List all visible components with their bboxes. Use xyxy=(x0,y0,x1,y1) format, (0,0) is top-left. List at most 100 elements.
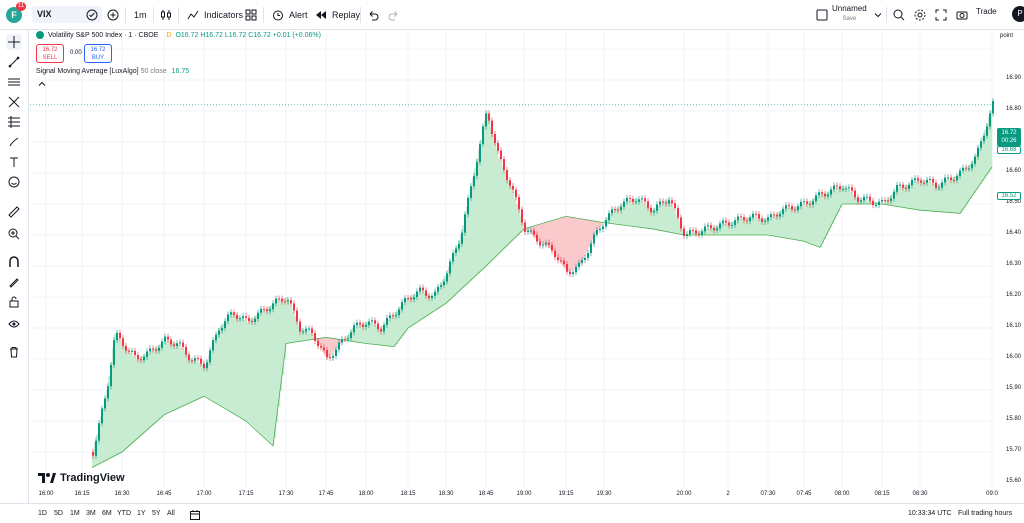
trade-button[interactable]: Trade xyxy=(976,7,997,16)
fill-band xyxy=(216,333,219,404)
range-button-6m[interactable]: 6M xyxy=(102,510,112,517)
candle-body xyxy=(374,320,376,324)
sell-button[interactable]: 16.72 SELL xyxy=(36,44,64,63)
fill-band xyxy=(132,355,135,444)
undo-icon[interactable] xyxy=(367,6,379,23)
trend-line-icon[interactable] xyxy=(6,54,22,70)
candle-body xyxy=(476,161,478,176)
fill-band xyxy=(150,351,153,428)
layout-save-label: Save xyxy=(842,16,857,22)
layouts-icon[interactable] xyxy=(245,6,257,23)
fill-band xyxy=(954,176,957,213)
range-button-3m[interactable]: 3M xyxy=(86,510,96,517)
collapse-legend-icon[interactable] xyxy=(38,80,50,90)
fill-band xyxy=(986,123,989,176)
candle-body xyxy=(455,248,457,253)
pattern-icon[interactable] xyxy=(6,94,22,110)
quick-search-icon[interactable] xyxy=(893,6,905,23)
brush-icon[interactable] xyxy=(6,134,22,150)
redo-icon[interactable] xyxy=(388,6,400,23)
candle-body xyxy=(932,178,934,183)
candle-body xyxy=(149,348,151,352)
candle-body xyxy=(884,200,886,202)
fill-band xyxy=(594,220,597,237)
emoji-icon[interactable] xyxy=(6,174,22,190)
candle-body xyxy=(146,351,148,357)
candle-body xyxy=(533,230,535,235)
fill-band xyxy=(116,336,119,456)
lock-icon[interactable] xyxy=(6,294,22,310)
candle-body xyxy=(596,230,598,235)
candle-body xyxy=(620,206,622,211)
fill-band xyxy=(168,341,171,413)
fill-band xyxy=(232,312,235,413)
fill-band xyxy=(620,204,623,225)
layout-name-button[interactable]: Unnamed Save xyxy=(832,4,867,24)
fill-band xyxy=(848,190,851,204)
range-button-5y[interactable]: 5Y xyxy=(152,510,161,517)
candle-body xyxy=(443,281,445,286)
utc-clock[interactable]: 10:33:34 UTC xyxy=(908,510,952,517)
candle-body xyxy=(371,320,373,322)
candle-body xyxy=(125,345,127,351)
indicator-legend[interactable]: Signal Moving Average [LuxAlgo] 50 close… xyxy=(36,68,189,75)
add-symbol-icon[interactable] xyxy=(107,6,119,23)
price-axis[interactable]: 16.9016.8016.7016.6016.5016.4016.3016.20… xyxy=(995,30,1024,488)
fill-band xyxy=(802,204,805,241)
profile-button[interactable]: P xyxy=(1012,6,1024,22)
session-selector[interactable]: Full trading hours xyxy=(958,510,1013,517)
price-chart[interactable] xyxy=(30,30,995,488)
compare-icon[interactable] xyxy=(86,6,98,23)
range-button-1d[interactable]: 1D xyxy=(38,510,47,517)
range-button-1m[interactable]: 1M xyxy=(70,510,80,517)
symbol-title[interactable]: Volatility S&P 500 Index · 1 · CBOE xyxy=(48,31,159,39)
candle-body xyxy=(713,228,715,231)
layout-checkbox-icon[interactable] xyxy=(816,6,828,23)
fill-band xyxy=(876,202,879,204)
candle-body xyxy=(431,295,433,299)
alarm-clock-icon xyxy=(271,8,285,22)
alert-button[interactable]: Alert xyxy=(271,6,308,23)
candle-body xyxy=(674,203,676,209)
replay-button[interactable]: Replay xyxy=(314,6,360,23)
range-button-1y[interactable]: 1Y xyxy=(137,510,146,517)
crosshair-icon[interactable] xyxy=(6,34,22,50)
candle-body xyxy=(758,214,760,219)
zoom-in-icon[interactable] xyxy=(6,226,22,242)
fill-band xyxy=(806,202,809,242)
range-button-all[interactable]: All xyxy=(167,510,175,517)
fill-band xyxy=(518,210,521,235)
fib-retracement-icon[interactable] xyxy=(6,114,22,130)
symbol-search[interactable]: VIX xyxy=(32,6,102,23)
fill-band xyxy=(548,221,551,248)
lock-pencil-icon[interactable] xyxy=(6,274,22,290)
chevron-down-icon[interactable] xyxy=(874,6,882,23)
candle-body xyxy=(500,150,502,160)
trash-icon[interactable] xyxy=(6,344,22,360)
ruler-icon[interactable] xyxy=(6,204,22,220)
fill-band xyxy=(362,323,365,343)
candle-body xyxy=(806,201,808,204)
interval-button[interactable]: 1m xyxy=(134,6,147,23)
text-icon[interactable] xyxy=(6,154,22,170)
range-button-5d[interactable]: 5D xyxy=(54,510,63,517)
fill-band xyxy=(858,198,861,204)
fill-band xyxy=(794,206,797,240)
range-button-ytd[interactable]: YTD xyxy=(117,510,131,517)
time-axis[interactable]: 16:00 16:15 16:30 16:45 17:00 17:15 17:30 17:45… xyxy=(30,488,1024,503)
indicators-button[interactable]: Indicators xyxy=(186,6,243,23)
fill-band xyxy=(400,305,403,339)
horizontal-lines-icon[interactable] xyxy=(6,74,22,90)
magnet-icon[interactable] xyxy=(6,254,22,270)
eye-icon[interactable] xyxy=(6,316,22,332)
date-range-icon[interactable] xyxy=(190,510,200,522)
camera-icon[interactable] xyxy=(956,6,968,23)
fullscreen-icon[interactable] xyxy=(935,6,947,23)
buy-button[interactable]: 16.72 BUY xyxy=(84,44,112,63)
candle-body xyxy=(281,298,283,302)
candle-type-icon[interactable] xyxy=(160,6,172,23)
fill-band xyxy=(450,261,453,300)
avatar[interactable]: F xyxy=(6,7,22,23)
fill-band xyxy=(290,306,293,343)
settings-gear-icon[interactable] xyxy=(914,6,926,23)
